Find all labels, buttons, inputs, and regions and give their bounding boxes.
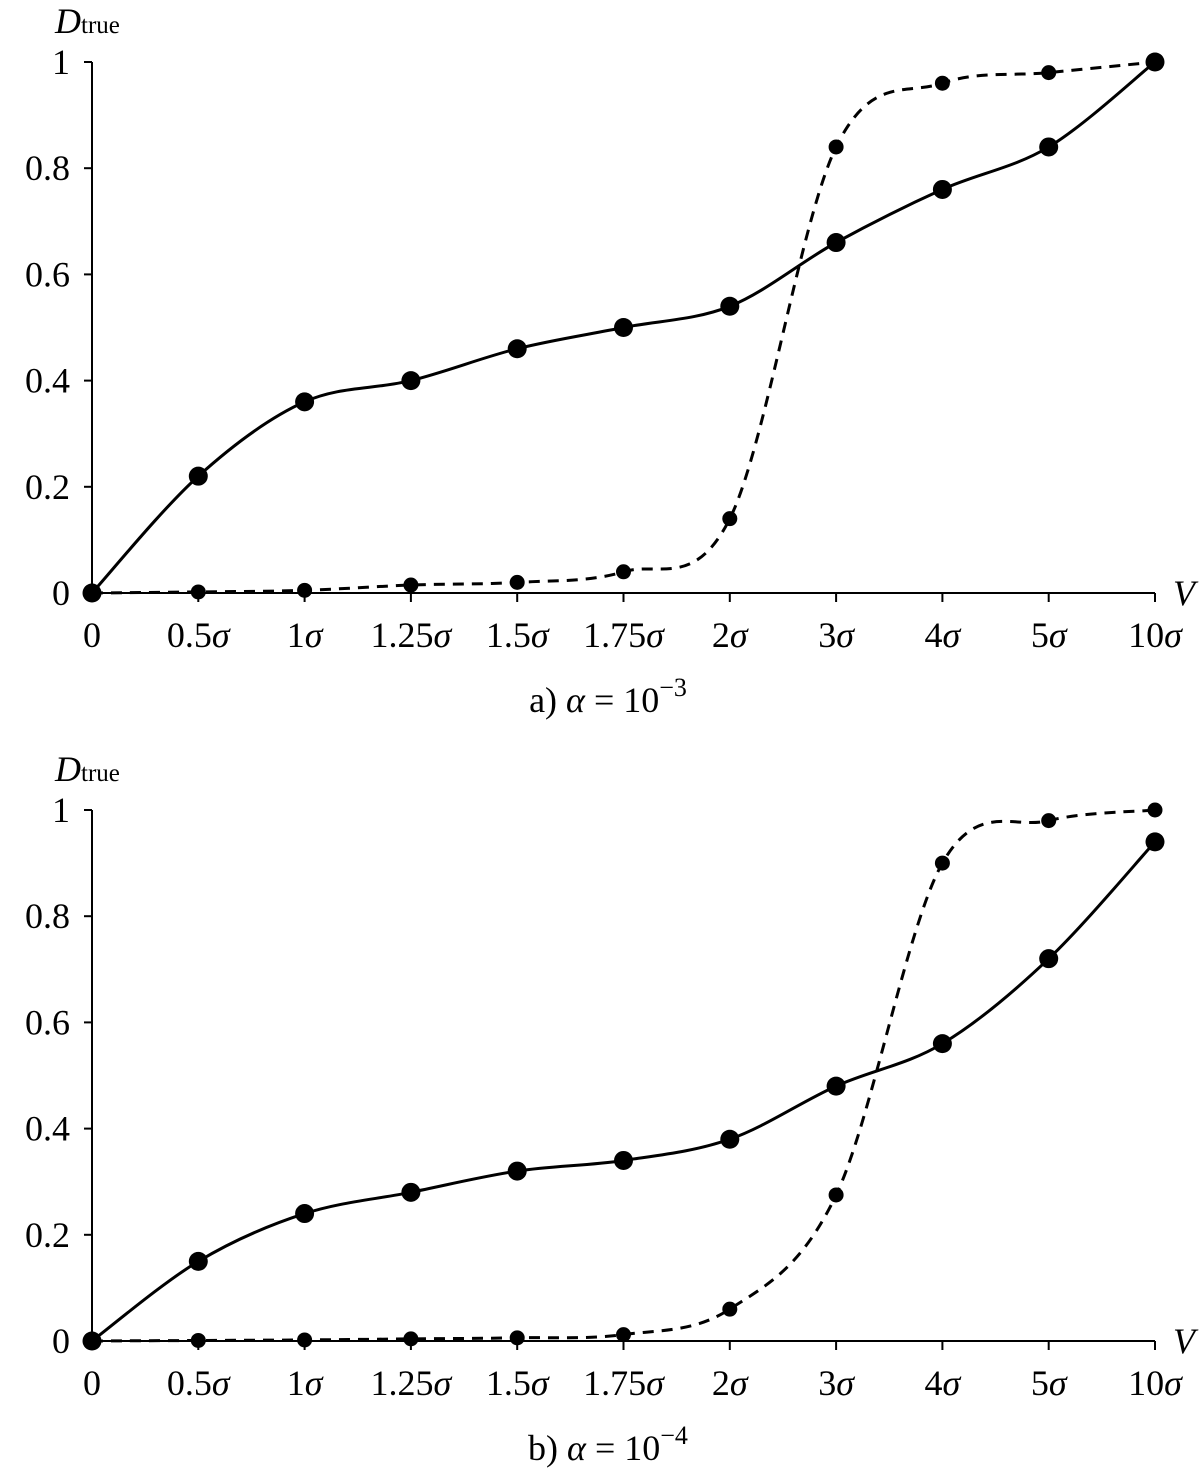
series-solid-point <box>401 1182 421 1202</box>
x-tick-label: 1.75σ <box>583 1363 665 1403</box>
series-solid-point <box>1039 137 1059 157</box>
x-tick-label: 0.5σ <box>167 615 231 655</box>
series-solid-point <box>295 392 315 412</box>
series-dashed-point <box>509 1330 525 1346</box>
y-axis-title-sub: true <box>81 760 120 787</box>
x-tick-label: 3σ <box>818 1363 855 1403</box>
series-dashed-point <box>84 1333 100 1349</box>
series-dashed-point <box>297 1332 313 1348</box>
series-dashed-point <box>722 1301 738 1317</box>
x-tick-label: 1.5σ <box>486 1363 550 1403</box>
series-dashed-point <box>509 574 525 590</box>
x-axis-title: V <box>1173 1321 1199 1361</box>
x-tick-label: 1.5σ <box>486 615 550 655</box>
series-solid-point <box>614 318 633 337</box>
x-tick-label: 0.5σ <box>167 1363 231 1403</box>
series-dashed-point <box>1041 65 1057 81</box>
series-solid-point <box>720 1129 740 1149</box>
series-dashed-point <box>84 585 100 601</box>
series-dashed-line <box>91 808 1156 1343</box>
x-tick-label: 4σ <box>925 1363 962 1403</box>
series-dashed-point <box>828 139 844 155</box>
chart-panel-a: 0 0.2 0.4 0.6 0.8 1 0 0.5σ 1σ 1.25σ 1.5σ 1.75σ 2σ 3σ 4… <box>0 0 1200 736</box>
series-dashed-point <box>297 582 313 598</box>
series-dashed-point <box>722 511 738 527</box>
series-dashed-point <box>1147 54 1163 70</box>
series-solid-line <box>91 840 1157 1343</box>
x-tick-label: 5σ <box>1031 1363 1068 1403</box>
series-solid-point <box>720 296 740 316</box>
chart-caption: b) α = 10−4 <box>528 1421 688 1468</box>
y-axis-title-main: D <box>54 1 81 41</box>
series-dashed-point <box>403 577 419 593</box>
y-tick-label: 1 <box>52 790 70 830</box>
series-solid-point <box>826 233 846 253</box>
x-tick-label: 4σ <box>925 615 962 655</box>
series-dashed-point <box>403 1331 419 1347</box>
x-tick-label: 2σ <box>712 1363 749 1403</box>
series-solid-point <box>1039 949 1059 969</box>
series-dashed-point <box>616 564 631 580</box>
series-solid-point <box>507 339 527 359</box>
y-tick-label: 1 <box>52 42 70 82</box>
x-tick-label: 0 <box>83 1363 101 1403</box>
x-tick-label: 10σ <box>1128 1363 1183 1403</box>
x-tick-label: 1.25σ <box>371 1363 453 1403</box>
y-tick-label: 0 <box>52 1321 70 1361</box>
series-solid-point <box>614 1150 633 1170</box>
chart-b: 0 0.2 0.4 0.6 0.8 1 0 0.5σ 1σ 1.25σ 1.5σ 1.75σ 2σ 3σ 4… <box>25 749 1199 1468</box>
x-tick-label: 2σ <box>712 615 749 655</box>
y-axis-title-sub: true <box>81 12 120 39</box>
series-dashed-point <box>828 1187 844 1203</box>
y-tick-label: 0.6 <box>25 1002 70 1042</box>
series-dashed-point <box>190 584 206 600</box>
series-dashed-point <box>934 855 950 871</box>
y-tick-label: 0.4 <box>25 1109 70 1149</box>
y-tick-label: 0.4 <box>25 361 70 401</box>
y-tick-label: 0 <box>52 573 70 613</box>
x-tick-label: 0 <box>83 615 101 655</box>
series-solid-point <box>507 1161 527 1181</box>
series-solid-point <box>295 1204 315 1224</box>
y-tick-label: 0.2 <box>25 467 70 507</box>
y-tick-label: 0.2 <box>25 1215 70 1255</box>
chart-a: 0 0.2 0.4 0.6 0.8 1 0 0.5σ 1σ 1.25σ 1.5σ 1.75σ 2σ 3σ 4… <box>25 1 1199 720</box>
y-tick-label: 0.8 <box>25 896 70 936</box>
series-solid-point <box>826 1076 846 1096</box>
series-dashed-point <box>1147 802 1163 818</box>
chart-caption: a) α = 10−3 <box>529 673 687 720</box>
series-dashed-point <box>190 1332 206 1348</box>
x-tick-label: 1σ <box>287 615 324 655</box>
series-solid-point <box>1145 832 1165 852</box>
y-tick-label: 0.8 <box>25 148 70 188</box>
series-solid-point <box>932 1034 952 1054</box>
x-tick-label: 10σ <box>1128 615 1183 655</box>
x-tick-label: 1.75σ <box>583 615 665 655</box>
series-dashed-point <box>934 75 950 91</box>
series-dashed-point <box>616 1327 631 1343</box>
x-tick-label: 5σ <box>1031 615 1068 655</box>
x-tick-label: 1σ <box>287 1363 324 1403</box>
x-tick-label: 3σ <box>818 615 855 655</box>
series-solid-point <box>188 1251 208 1271</box>
chart-panel-b: 0 0.2 0.4 0.6 0.8 1 0 0.5σ 1σ 1.25σ 1.5σ 1.75σ 2σ 3σ 4… <box>0 748 1200 1484</box>
series-dashed-line <box>91 60 1156 595</box>
series-solid-point <box>188 466 208 486</box>
x-axis-title: V <box>1173 573 1199 613</box>
x-tick-label: 1.25σ <box>371 615 453 655</box>
y-tick-label: 0.6 <box>25 254 70 294</box>
series-dashed-point <box>1041 813 1057 829</box>
y-axis-title-main: D <box>54 749 81 789</box>
series-solid-point <box>401 371 421 391</box>
series-solid-point <box>932 179 952 199</box>
y-axis-title: Dtrue <box>54 749 120 789</box>
y-axis-title: Dtrue <box>54 1 120 41</box>
